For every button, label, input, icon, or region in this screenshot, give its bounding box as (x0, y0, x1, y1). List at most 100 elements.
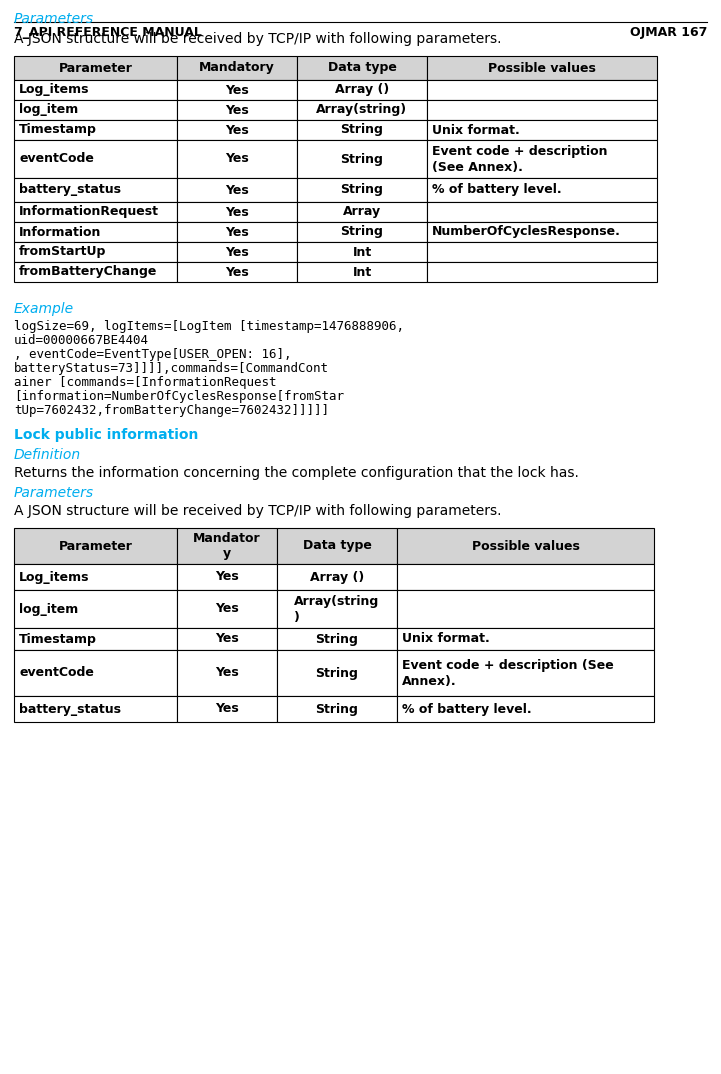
Text: String: String (340, 184, 384, 197)
Text: log_item: log_item (19, 103, 79, 116)
Text: Timestamp: Timestamp (19, 124, 97, 136)
Text: Yes: Yes (225, 84, 249, 97)
Bar (297, 222, 427, 242)
Text: Timestamp: Timestamp (19, 633, 97, 645)
Bar (297, 140, 427, 178)
Text: fromBatteryChange: fromBatteryChange (19, 265, 157, 278)
Bar (14, 628, 177, 650)
Bar (14, 79, 177, 100)
Bar (297, 202, 427, 222)
Text: Yes: Yes (215, 633, 239, 645)
Text: Yes: Yes (225, 124, 249, 136)
Text: Example: Example (14, 302, 74, 316)
Text: Yes: Yes (215, 570, 239, 583)
Bar (177, 178, 297, 202)
Bar (397, 628, 654, 650)
Text: tUp=7602432,fromBatteryChange=7602432]]]]]: tUp=7602432,fromBatteryChange=7602432]]]… (14, 404, 329, 417)
Text: Int: Int (353, 265, 371, 278)
Bar (397, 528, 654, 564)
Bar (177, 696, 277, 722)
Bar (277, 650, 397, 696)
Bar (297, 100, 427, 120)
Bar (177, 100, 297, 120)
Bar (14, 140, 177, 178)
Text: Possible values: Possible values (472, 539, 580, 552)
Bar (14, 262, 177, 282)
Bar (14, 528, 177, 564)
Text: Possible values: Possible values (488, 61, 596, 74)
Bar (427, 56, 657, 79)
Bar (297, 120, 427, 140)
Text: Int: Int (353, 246, 371, 259)
Text: eventCode: eventCode (19, 153, 94, 165)
Bar (397, 564, 654, 590)
Bar (297, 79, 427, 100)
Text: batteryStatus=73]]]],commands=[CommandCont: batteryStatus=73]]]],commands=[CommandCo… (14, 362, 329, 375)
Text: Unix format.: Unix format. (402, 633, 490, 645)
Text: Yes: Yes (225, 246, 249, 259)
Bar (427, 120, 657, 140)
Bar (14, 650, 177, 696)
Text: fromStartUp: fromStartUp (19, 246, 107, 259)
Text: % of battery level.: % of battery level. (402, 702, 531, 715)
Bar (177, 628, 277, 650)
Bar (14, 242, 177, 262)
Bar (14, 100, 177, 120)
Text: Array (): Array () (310, 570, 364, 583)
Text: , eventCode=EventType[USER_OPEN: 16],: , eventCode=EventType[USER_OPEN: 16], (14, 348, 291, 361)
Text: A JSON structure will be received by TCP/IP with following parameters.: A JSON structure will be received by TCP… (14, 32, 502, 46)
Text: Array (): Array () (335, 84, 389, 97)
Bar (14, 696, 177, 722)
Text: OJMAR 167: OJMAR 167 (629, 26, 707, 39)
Text: String: String (340, 153, 384, 165)
Text: Yes: Yes (215, 667, 239, 680)
Bar (177, 564, 277, 590)
Bar (177, 120, 297, 140)
Text: Parameters: Parameters (14, 487, 94, 500)
Text: Data type: Data type (303, 539, 371, 552)
Bar (427, 140, 657, 178)
Text: Log_items: Log_items (19, 570, 89, 583)
Text: Returns the information concerning the complete configuration that the lock has.: Returns the information concerning the c… (14, 466, 579, 480)
Bar (177, 140, 297, 178)
Text: logSize=69, logItems=[LogItem [timestamp=1476888906,: logSize=69, logItems=[LogItem [timestamp… (14, 320, 404, 333)
Text: battery_status: battery_status (19, 184, 121, 197)
Bar (14, 178, 177, 202)
Bar (277, 564, 397, 590)
Bar (14, 120, 177, 140)
Text: InformationRequest: InformationRequest (19, 205, 159, 218)
Text: Parameter: Parameter (58, 61, 133, 74)
Text: Data type: Data type (327, 61, 397, 74)
Text: Lock public information: Lock public information (14, 429, 198, 442)
Text: Parameters: Parameters (14, 12, 94, 26)
Text: Yes: Yes (225, 205, 249, 218)
Bar (427, 79, 657, 100)
Text: Yes: Yes (215, 603, 239, 615)
Bar (177, 56, 297, 79)
Bar (427, 100, 657, 120)
Text: Array(string): Array(string) (317, 103, 407, 116)
Bar (177, 262, 297, 282)
Text: Yes: Yes (225, 265, 249, 278)
Text: 7_API REFERENCE MANUAL: 7_API REFERENCE MANUAL (14, 26, 202, 39)
Text: Unix format.: Unix format. (432, 124, 520, 136)
Bar (427, 222, 657, 242)
Bar (297, 56, 427, 79)
Bar (177, 242, 297, 262)
Bar (297, 178, 427, 202)
Bar (177, 590, 277, 628)
Text: Yes: Yes (215, 702, 239, 715)
Bar (14, 222, 177, 242)
Bar (397, 650, 654, 696)
Text: A JSON structure will be received by TCP/IP with following parameters.: A JSON structure will be received by TCP… (14, 504, 502, 518)
Bar (277, 696, 397, 722)
Bar (177, 650, 277, 696)
Bar (177, 528, 277, 564)
Text: Mandatory: Mandatory (199, 61, 275, 74)
Text: Event code + description (See
Annex).: Event code + description (See Annex). (402, 658, 614, 687)
Text: Array: Array (343, 205, 381, 218)
Text: String: String (340, 124, 384, 136)
Bar (277, 590, 397, 628)
Text: String: String (316, 702, 358, 715)
Text: [information=NumberOfCyclesResponse[fromStar: [information=NumberOfCyclesResponse[from… (14, 390, 344, 403)
